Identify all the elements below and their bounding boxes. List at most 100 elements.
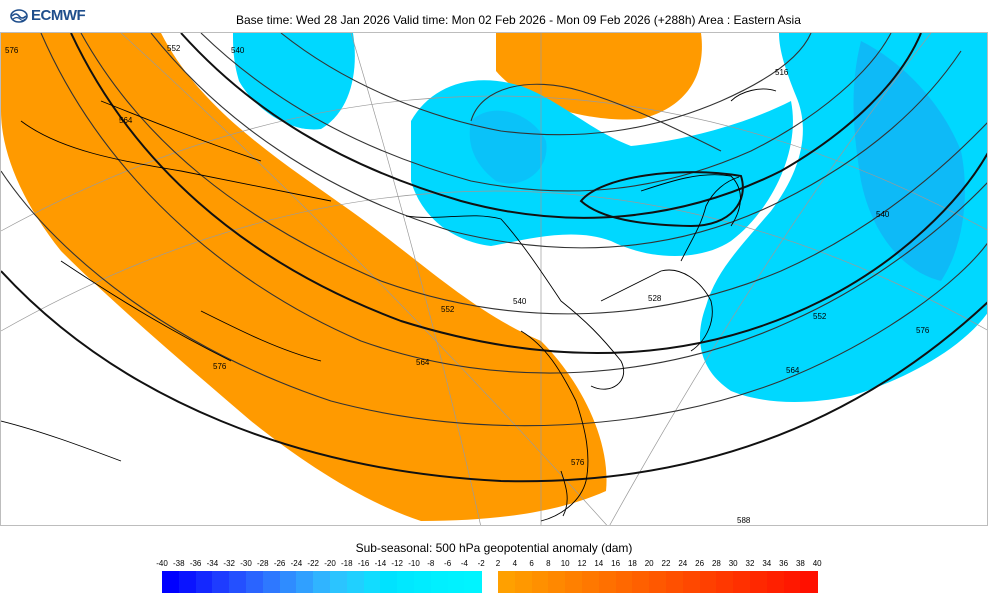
graticule xyxy=(1,33,987,525)
colorbar-segment-positive xyxy=(649,571,667,593)
colorbar-segment-positive xyxy=(733,571,751,593)
legend-tick-label: -34 xyxy=(206,559,219,568)
colorbar-segment-negative xyxy=(330,571,348,593)
negative-anomaly-upper-left xyxy=(233,33,355,130)
contour-label: 564 xyxy=(119,116,133,125)
legend-tick-label: 22 xyxy=(661,559,671,568)
colorbar-segment-negative xyxy=(313,571,331,593)
legend-tick-label: -20 xyxy=(324,559,336,568)
contour-label: 576 xyxy=(213,362,227,371)
geopotential-map: 576 564 552 540 576 564 552 540 528 516 … xyxy=(1,33,987,525)
colorbar-segment-negative xyxy=(296,571,314,593)
colorbar-segment-negative xyxy=(262,571,281,593)
colorbar-segment-positive xyxy=(632,571,650,593)
colorbar-segment-positive xyxy=(598,571,617,593)
colorbar-segment-positive xyxy=(800,571,818,593)
colorbar-segment-positive xyxy=(699,571,717,593)
legend-tick-label: -38 xyxy=(173,559,185,568)
colorbar-segment-negative xyxy=(162,571,180,593)
legend-tick-label: -28 xyxy=(257,559,269,568)
contour-label: 540 xyxy=(513,297,527,306)
contour-label: 564 xyxy=(786,366,800,375)
contour-label: 540 xyxy=(231,46,245,55)
legend-colorbar xyxy=(0,571,988,593)
legend-tick-label: 32 xyxy=(745,559,755,568)
geopotential-contours xyxy=(1,33,987,427)
colorbar-segment-negative xyxy=(464,571,482,593)
contour-label: 576 xyxy=(5,46,19,55)
colorbar-segment-negative xyxy=(380,571,398,593)
legend-tick-label: 36 xyxy=(779,559,789,568)
legend-tick-label: 4 xyxy=(512,559,518,568)
colorbar-segment-negative xyxy=(178,571,197,593)
colorbar-segment-negative xyxy=(195,571,213,593)
contour-label: 588 xyxy=(737,516,751,525)
legend-tick-label: -16 xyxy=(357,559,370,568)
bold-contours xyxy=(1,33,987,483)
contour-label: 528 xyxy=(648,294,662,303)
negative-anomaly-core xyxy=(853,41,965,281)
colorbar-segment-positive xyxy=(531,571,549,593)
legend-tick-label: 28 xyxy=(711,559,721,568)
legend-tick-label: -4 xyxy=(460,559,468,568)
colorbar-segment-positive xyxy=(766,571,785,593)
colorbar-segment-negative xyxy=(246,571,264,593)
colorbar-segment-negative xyxy=(363,571,381,593)
legend-tick-label: 8 xyxy=(546,559,551,568)
colorbar-segment-positive xyxy=(666,571,684,593)
legend-tick-label: 18 xyxy=(627,559,637,568)
colorbar-segment-positive xyxy=(498,571,516,593)
contour-label: 540 xyxy=(876,210,890,219)
legend-tick-label: -22 xyxy=(307,559,319,568)
legend-tick-label: -10 xyxy=(408,559,420,568)
contour-label: 564 xyxy=(416,358,430,367)
legend-tick-label: -32 xyxy=(223,559,235,568)
legend-tick-label: -40 xyxy=(156,559,168,568)
contour-label: 552 xyxy=(167,44,181,53)
legend-tick-label: -14 xyxy=(374,559,387,568)
ecmwf-logo-icon xyxy=(10,8,28,23)
contour-label: 576 xyxy=(916,326,930,335)
legend-tick-label: -30 xyxy=(240,559,252,568)
colorbar-segment-positive xyxy=(514,571,533,593)
colorbar-segment-negative xyxy=(229,571,247,593)
legend-tick-label: -8 xyxy=(427,559,435,568)
contour-label: 552 xyxy=(441,305,455,314)
colorbar-segment-positive xyxy=(582,571,600,593)
colorbar-segment-negative xyxy=(447,571,465,593)
legend-tick-labels: -40 -38 -36 -34 -32 -30 -28 -26 -24 -22 -20 -18 -16-… xyxy=(0,559,988,571)
contour-label: 552 xyxy=(813,312,827,321)
legend-tick-label: 14 xyxy=(594,559,604,568)
legend-tick-label: -2 xyxy=(477,559,485,568)
colorbar-segment-negative xyxy=(414,571,432,593)
legend-tick-label: 34 xyxy=(762,559,772,568)
legend-tick-label: 30 xyxy=(728,559,738,568)
header: ECMWF Base time: Wed 28 Jan 2026 Valid t… xyxy=(0,0,988,32)
legend-tick-label: -24 xyxy=(290,559,303,568)
colorbar-segment-positive xyxy=(682,571,701,593)
colorbar-segment-positive xyxy=(783,571,801,593)
map-panel: 576 564 552 540 576 564 552 540 528 516 … xyxy=(0,32,988,526)
anomaly-fields xyxy=(1,33,987,521)
contour-label: 516 xyxy=(775,68,789,77)
legend-tick-label: 38 xyxy=(795,559,805,568)
colorbar-segment-negative xyxy=(430,571,449,593)
legend-tick-label: -18 xyxy=(341,559,353,568)
legend-tick-label: -6 xyxy=(444,559,452,568)
legend-tick-label: 26 xyxy=(695,559,705,568)
legend-tick-label: 24 xyxy=(678,559,688,568)
colorbar-segment-negative xyxy=(346,571,365,593)
coastlines xyxy=(1,88,777,522)
legend-tick-label: -26 xyxy=(273,559,286,568)
brand-name: ECMWF xyxy=(31,7,86,24)
colorbar-segment-negative xyxy=(397,571,415,593)
contour-labels: 576 564 552 540 576 564 552 540 528 516 … xyxy=(5,44,930,525)
legend-tick-label: 20 xyxy=(644,559,654,568)
ecmwf-logo: ECMWF xyxy=(10,7,86,24)
legend-tick-label: 2 xyxy=(495,559,501,568)
contour-label: 576 xyxy=(571,458,585,467)
colorbar-segment-positive xyxy=(548,571,566,593)
legend-tick-label: 12 xyxy=(577,559,587,568)
legend-title: Sub-seasonal: 500 hPa geopotential anoma… xyxy=(355,541,633,555)
legend-tick-label: 40 xyxy=(812,559,822,568)
